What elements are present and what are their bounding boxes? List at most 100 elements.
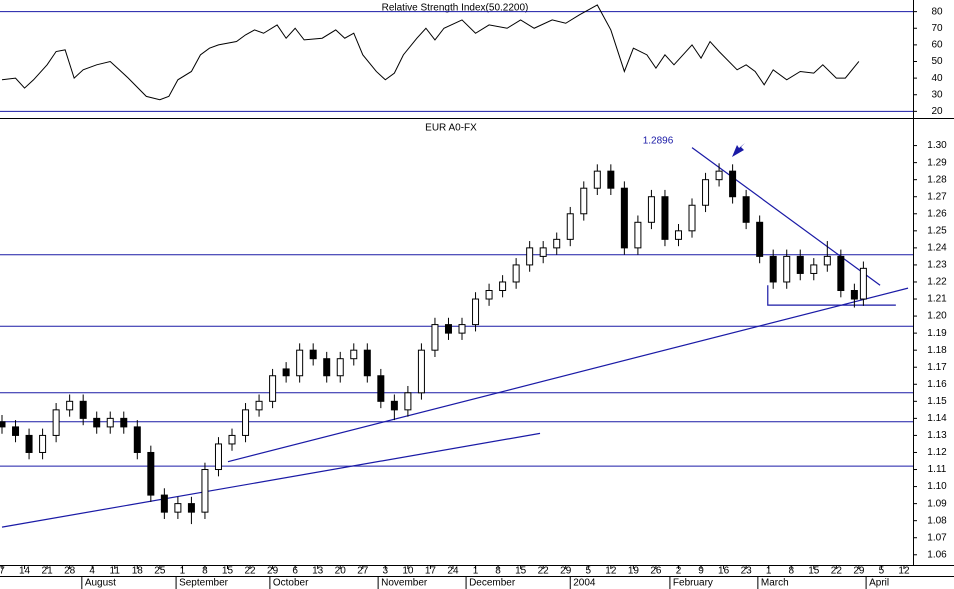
candle-body: [769, 255, 777, 283]
candle-body: [593, 170, 601, 189]
candle-body: [566, 213, 574, 240]
x-tick-label: 13: [312, 566, 324, 577]
x-tick-label: 21: [42, 566, 54, 577]
x-tick-label: 1: [180, 566, 186, 577]
candle-body: [404, 392, 412, 411]
x-tick-label: 10: [402, 566, 414, 577]
y-tick-label: 1.28: [927, 174, 947, 185]
candle-body: [688, 204, 696, 232]
y-tick-label: 1.15: [927, 396, 947, 407]
candle-body: [796, 255, 804, 274]
y-tick-label: 20: [931, 106, 943, 117]
x-tick-label: 9: [698, 566, 704, 577]
x-tick-label: 7: [0, 566, 5, 577]
candle-body: [661, 196, 669, 240]
candle-body: [66, 400, 74, 411]
x-tick-label: 24: [447, 566, 459, 577]
annotation: 1.2896: [643, 136, 674, 147]
y-tick-label: 1.29: [927, 157, 947, 168]
month-label: December: [469, 578, 516, 589]
x-tick-label: 1: [766, 566, 772, 577]
candle-body: [512, 264, 520, 283]
trend-line: [1, 432, 541, 528]
x-tick-label: 2: [676, 566, 682, 577]
candle-body: [431, 324, 439, 351]
x-tick-label: 17: [425, 566, 437, 577]
y-tick-label: 1.24: [927, 243, 947, 254]
candle-body: [702, 179, 710, 206]
candle-body: [674, 230, 682, 240]
x-tick-label: 16: [718, 566, 730, 577]
y-tick-label: 40: [931, 73, 943, 84]
y-tick-label: 1.20: [927, 311, 947, 322]
y-tick-label: 1.07: [927, 532, 947, 543]
candle-body: [580, 187, 588, 215]
x-tick-label: 15: [222, 566, 234, 577]
annotation-arrow: [732, 143, 745, 157]
y-tick-label: 1.10: [927, 481, 947, 492]
rsi-line: [1, 4, 860, 101]
candle-body: [336, 358, 344, 377]
y-tick-label: 1.25: [927, 225, 947, 236]
x-tick-label: 12: [898, 566, 910, 577]
x-tick-label: 6: [292, 566, 298, 577]
candle-body: [553, 238, 561, 249]
candle-body: [120, 417, 128, 428]
month-label: November: [381, 578, 428, 589]
rsi-title: Relative Strength Index(50.2200): [382, 3, 529, 14]
x-tick-label: 22: [244, 566, 256, 577]
trend-line: [691, 147, 881, 286]
candle-body: [242, 409, 250, 436]
candle-body: [133, 426, 141, 453]
x-tick-label: 29: [853, 566, 865, 577]
candle-body: [526, 247, 534, 266]
x-tick-label: 15: [808, 566, 820, 577]
y-tick-label: 1.12: [927, 447, 947, 458]
candle-body: [390, 400, 398, 411]
x-tick-label: 15: [515, 566, 527, 577]
y-tick-label: 1.26: [927, 208, 947, 219]
candle-body: [52, 409, 60, 436]
x-tick-label: 23: [741, 566, 753, 577]
candle-body: [147, 451, 155, 496]
month-label: 2004: [573, 578, 596, 589]
trend-line: [227, 287, 909, 463]
y-tick-label: 70: [931, 23, 943, 34]
x-tick-label: 28: [64, 566, 76, 577]
candle-body: [201, 469, 209, 513]
y-tick-label: 60: [931, 40, 943, 51]
candle-body: [12, 426, 20, 436]
candle-body: [160, 494, 168, 513]
candle-body: [823, 255, 831, 266]
y-tick-label: 1.14: [927, 413, 947, 424]
y-tick-label: 1.19: [927, 328, 947, 339]
candle-body: [444, 324, 452, 334]
x-tick-label: 22: [831, 566, 843, 577]
y-tick-label: 1.17: [927, 362, 947, 373]
y-tick-label: 1.30: [927, 140, 947, 151]
candle-body: [715, 170, 723, 181]
candle-body: [296, 349, 304, 377]
price-title: EUR A0-FX: [425, 123, 477, 134]
x-tick-label: 1: [473, 566, 479, 577]
month-label: April: [869, 578, 889, 589]
candle-body: [756, 221, 764, 257]
candle-body: [214, 443, 222, 471]
candle-body: [39, 434, 47, 453]
candle-body: [742, 196, 750, 223]
x-tick-label: 22: [538, 566, 550, 577]
candle-body: [0, 421, 6, 428]
y-tick-label: 80: [931, 6, 943, 17]
candle-body: [377, 375, 385, 402]
x-tick-label: 25: [154, 566, 166, 577]
candle-body: [350, 349, 358, 360]
y-tick-label: 1.22: [927, 277, 947, 288]
x-tick-label: 26: [650, 566, 662, 577]
candle-body: [783, 255, 791, 283]
y-tick-label: 1.13: [927, 430, 947, 441]
x-tick-label: 20: [335, 566, 347, 577]
candle-body: [25, 434, 33, 453]
y-tick-label: 30: [931, 89, 943, 100]
candle-body: [255, 400, 263, 411]
